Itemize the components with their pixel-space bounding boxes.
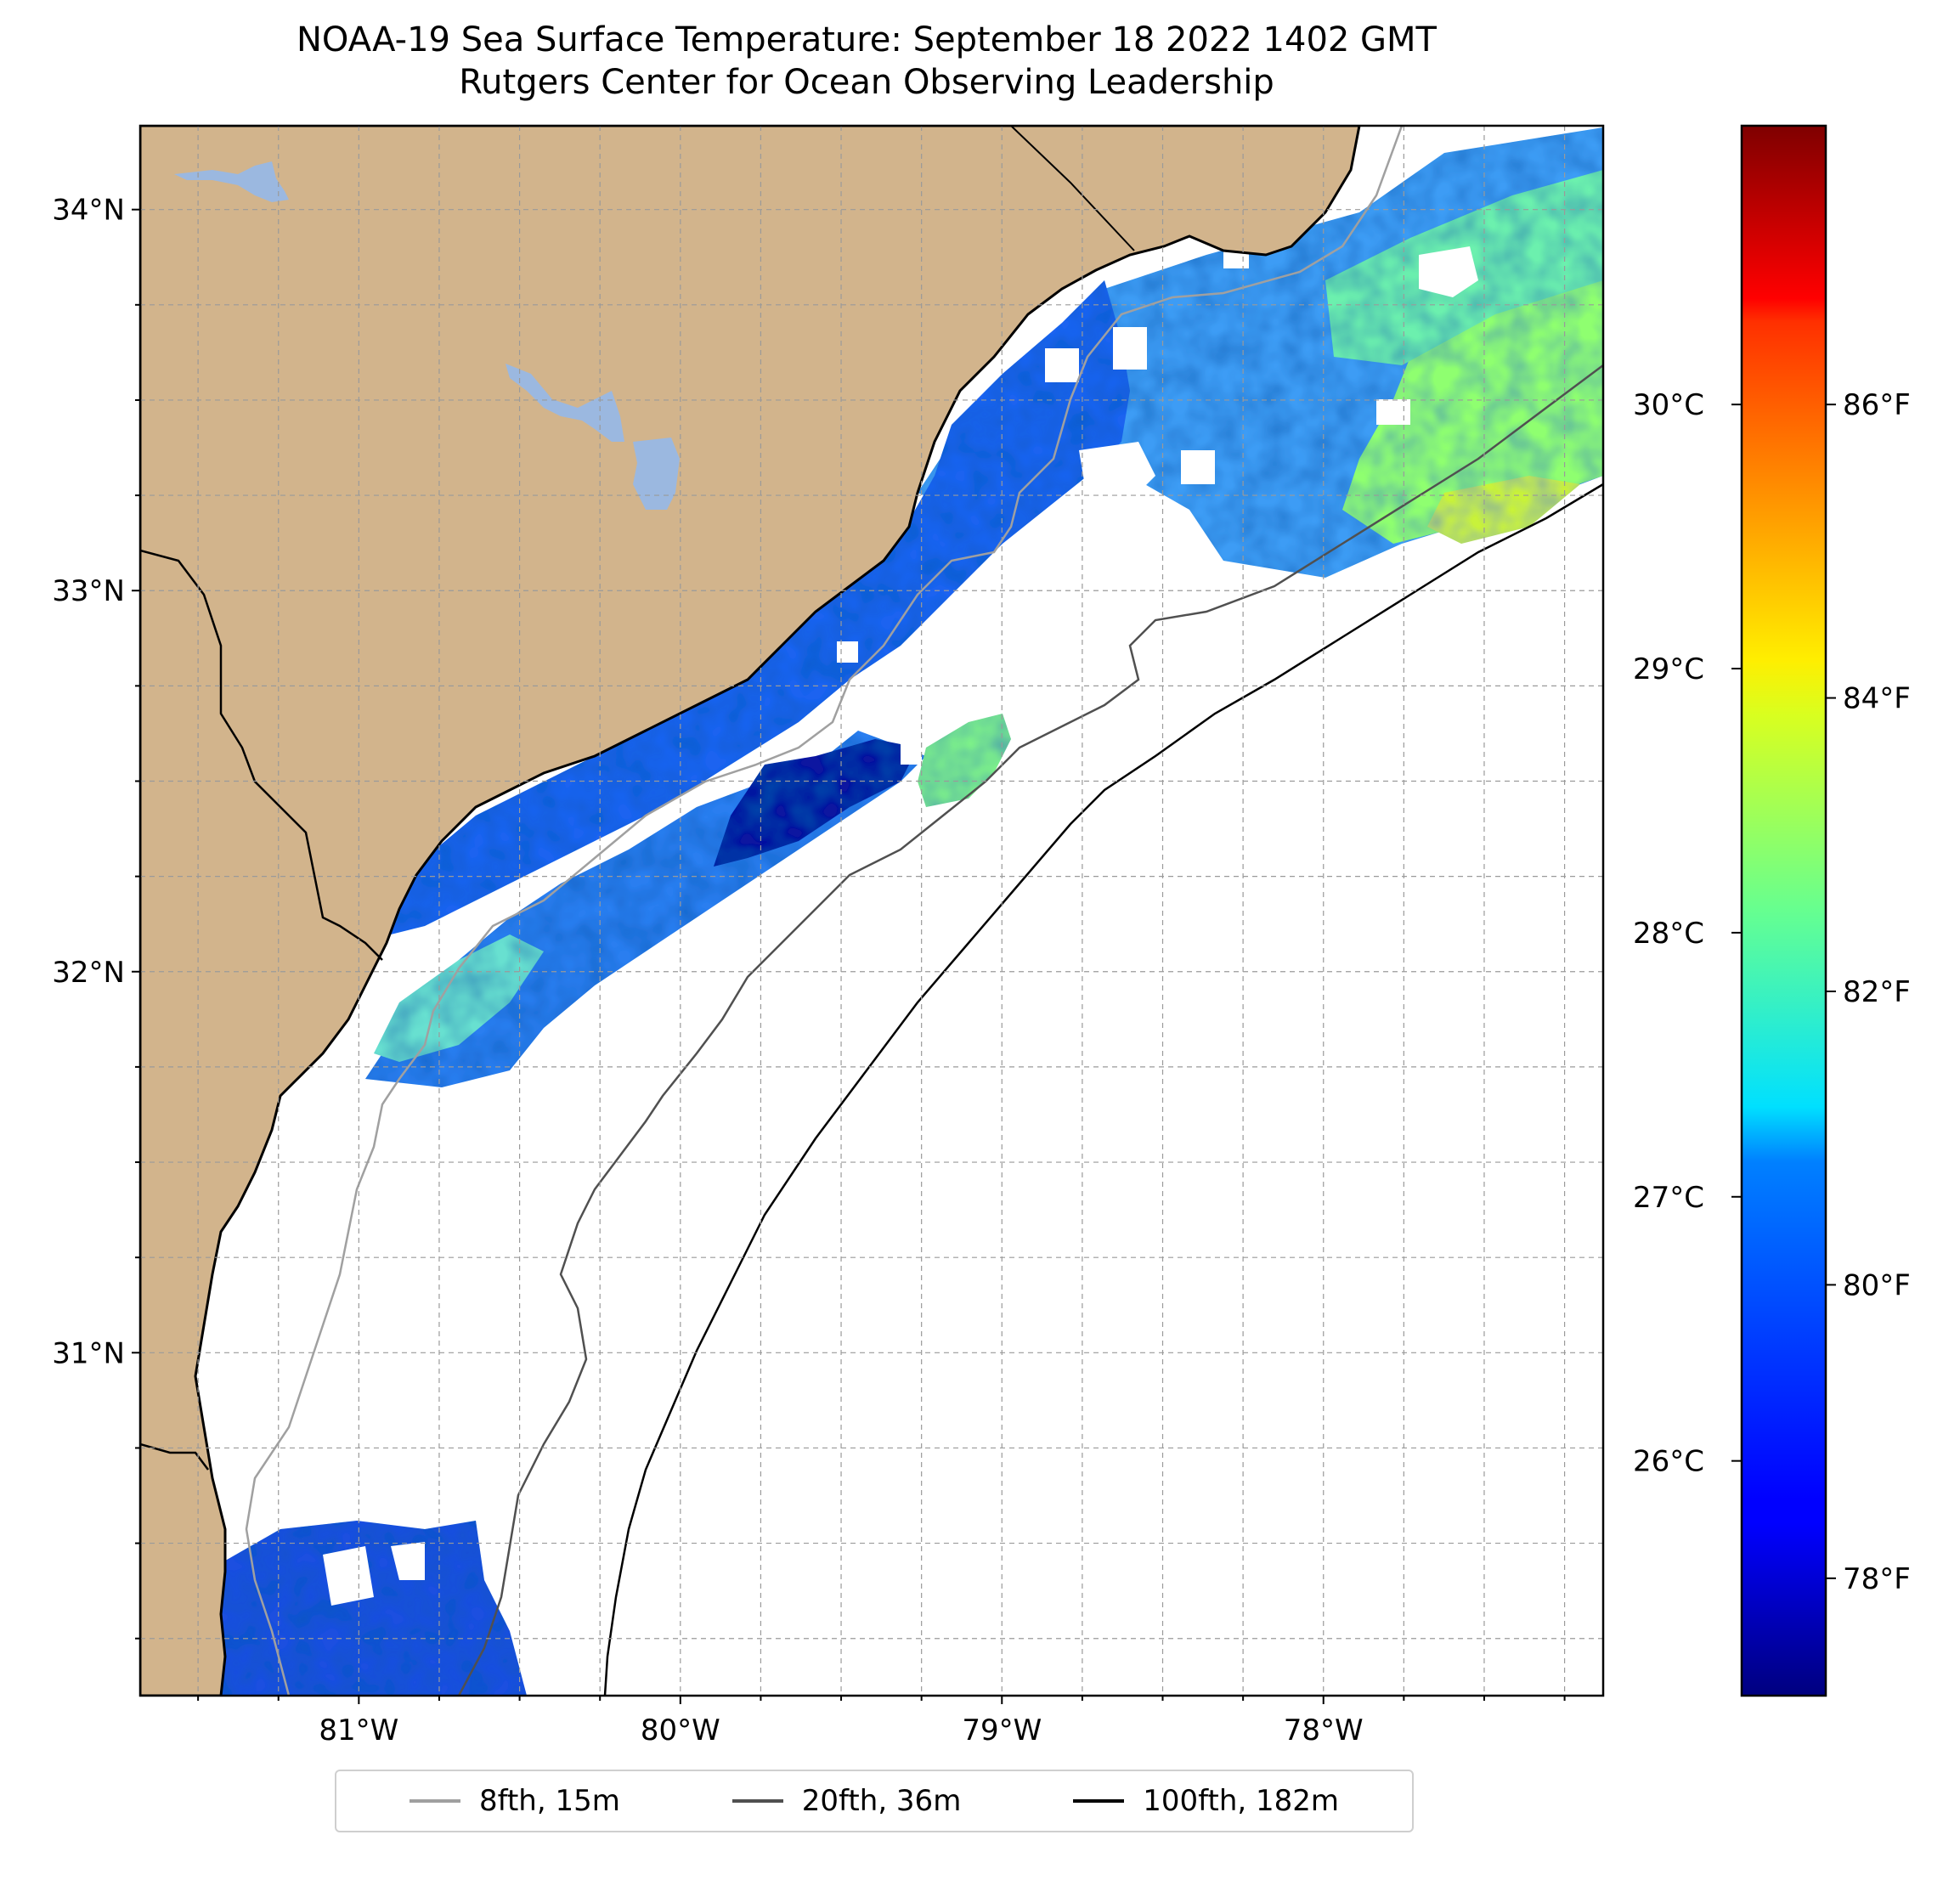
state-border-ga-fl [140, 1442, 209, 1471]
legend-swatch-20fth [731, 1799, 783, 1803]
sst-data-layer [221, 127, 1603, 1696]
legend-label-100fth: 100fth, 182m [1143, 1784, 1340, 1818]
lat-tick-label: 31°N [52, 1336, 125, 1370]
state-border-sc-ga [140, 549, 383, 961]
title-line-2: Rutgers Center for Ocean Observing Leade… [459, 63, 1274, 102]
sst-cool-patch-south-streak [374, 934, 544, 1062]
lon-tick-label: 79°W [962, 1713, 1042, 1747]
colorbar-gradient [1740, 124, 1827, 1697]
legend-label-8fth: 8fth, 15m [478, 1784, 620, 1818]
title-line-1: NOAA-19 Sea Surface Temperature: Septemb… [297, 20, 1437, 59]
sst-yellow-patch [1427, 476, 1580, 544]
latitude-axis: 34°N 33°N 32°N 31°N [52, 194, 140, 1640]
contour-100fth [603, 483, 1603, 1696]
contour-8fth [245, 126, 1404, 1696]
legend-label-20fth: 20fth, 36m [801, 1784, 962, 1818]
lat-tick-label: 33°N [52, 574, 125, 608]
colorbar-fahrenheit-label: 86°F [1843, 388, 1911, 422]
legend-item-100fth: 100fth, 182m [1073, 1784, 1339, 1818]
lat-tick-label: 34°N [52, 194, 125, 228]
sst-dark-patch-offshore [714, 739, 918, 867]
lake-north [174, 161, 289, 202]
lon-tick-label: 81°W [319, 1713, 398, 1747]
no-data-holes [323, 245, 1478, 1606]
contour-20fth [457, 364, 1603, 1696]
colorbar-celsius-label: 29°C [1633, 652, 1704, 686]
lat-tick-label: 32°N [52, 956, 125, 990]
colorbar-celsius-axis: 30°C 29°C 28°C 27°C 26°C [1633, 388, 1742, 1479]
colorbar-fahrenheit-label: 80°F [1843, 1268, 1911, 1302]
colorbar-fahrenheit-label: 84°F [1843, 682, 1911, 716]
colorbar-fahrenheit-axis: 86°F 84°F 82°F 80°F 78°F [1826, 388, 1911, 1596]
colorbar-celsius-label: 28°C [1633, 917, 1704, 951]
map-grid [140, 126, 1603, 1696]
colorbar-fahrenheit-label: 82°F [1843, 975, 1911, 1009]
colorbar-celsius-label: 26°C [1633, 1445, 1704, 1479]
sst-swath-south [221, 1521, 527, 1696]
legend-swatch-100fth [1073, 1799, 1125, 1803]
colorbar-fahrenheit-label: 78°F [1843, 1562, 1911, 1596]
lon-tick-label: 80°W [641, 1713, 720, 1747]
map-frame [138, 124, 1605, 1697]
legend-item-20fth: 20fth, 36m [731, 1784, 962, 1818]
state-border-nc-sc [1010, 126, 1135, 251]
colorbar: 30°C 29°C 28°C 27°C 26°C 86°F 84°F 82°F 80°F 78°… [1633, 124, 1911, 1697]
chart-title: NOAA-19 Sea Surface Temperature: Septemb… [127, 19, 1606, 104]
legend-swatch-8fth [409, 1799, 460, 1803]
lon-tick-label: 78°W [1284, 1713, 1364, 1747]
lake-marion [506, 364, 624, 442]
colorbar-celsius-label: 27°C [1633, 1181, 1704, 1215]
colorbar-celsius-label: 30°C [1633, 388, 1704, 422]
contour-legend: 8fth, 15m 20fth, 36m 100fth, 182m [335, 1770, 1414, 1832]
sst-green-patch-79w [918, 714, 1011, 807]
lake-moultrie [633, 438, 680, 510]
legend-item-8fth: 8fth, 15m [409, 1784, 620, 1818]
map-panel [140, 126, 1603, 1696]
longitude-axis: 81°W 80°W 79°W 78°W [197, 1696, 1566, 1747]
